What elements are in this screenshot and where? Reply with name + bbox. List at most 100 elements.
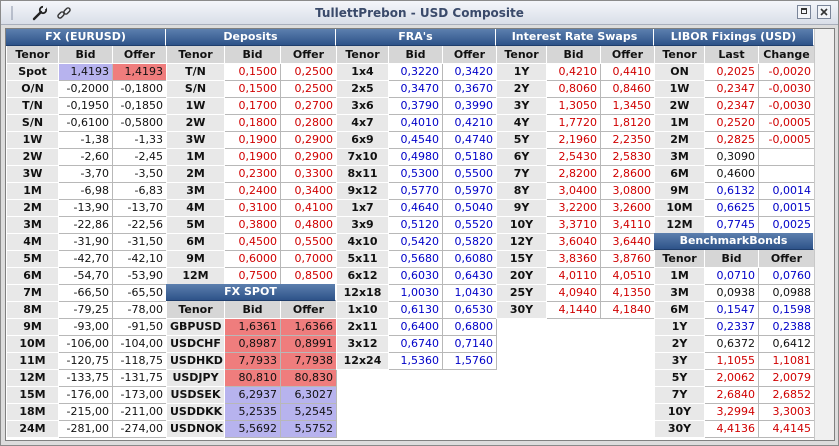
bid-cell[interactable]: 0,6130: [388, 300, 443, 319]
table-row[interactable]: 12M -133,75 -131,75: [6, 368, 167, 387]
tenor-cell[interactable]: 10Y: [496, 215, 547, 234]
offer-cell[interactable]: 3,4110: [600, 215, 655, 234]
table-row[interactable]: 1Y 0,2337 0,2388: [654, 317, 815, 336]
bid-cell[interactable]: 0,2300: [224, 164, 281, 183]
bid-cell[interactable]: -281,00: [58, 419, 113, 438]
table-row[interactable]: T/N -0,1950 -0,1850: [6, 96, 167, 115]
table-row[interactable]: 1W -1,38 -1,33: [6, 130, 167, 149]
offer-cell[interactable]: 4,1350: [600, 283, 655, 302]
offer-cell[interactable]: 3,3003: [758, 402, 815, 421]
bid-cell[interactable]: 0,6372: [704, 334, 759, 353]
bid-cell[interactable]: 0,0710: [704, 266, 759, 285]
bid-cell[interactable]: 4,0940: [546, 283, 601, 302]
table-row[interactable]: 1x7 0,4640 0,5040: [336, 198, 497, 217]
bid-cell[interactable]: 0,4210: [546, 62, 601, 81]
offer-cell[interactable]: 0,5180: [442, 147, 497, 166]
bid-cell[interactable]: 0,5300: [388, 164, 443, 183]
tenor-cell[interactable]: 8Y: [496, 181, 547, 200]
table-row[interactable]: 4M -31,90 -31,50: [6, 232, 167, 251]
table-row[interactable]: 5M -42,70 -42,10: [6, 249, 167, 268]
bid-cell[interactable]: 0,8060: [546, 79, 601, 98]
table-row[interactable]: 4x7 0,4010 0,4210: [336, 113, 497, 132]
link-icon[interactable]: [55, 4, 73, 22]
offer-cell[interactable]: -274,00: [112, 419, 167, 438]
tenor-cell[interactable]: 6Y: [496, 147, 547, 166]
offer-cell[interactable]: -0,1850: [112, 96, 167, 115]
table-row[interactable]: S/N -0,6100 -0,5800: [6, 113, 167, 132]
tenor-cell[interactable]: 2x11: [336, 317, 389, 336]
bid-cell[interactable]: 1,4193: [58, 62, 113, 81]
offer-cell[interactable]: 1,4193: [112, 62, 167, 81]
tenor-cell[interactable]: 3M: [654, 147, 705, 166]
restore-button[interactable]: [797, 5, 811, 19]
bid-cell[interactable]: -1,38: [58, 130, 113, 149]
bid-cell[interactable]: 0,1900: [224, 130, 281, 149]
tenor-cell[interactable]: O/N: [6, 79, 59, 98]
tenor-cell[interactable]: USDHKD: [166, 351, 225, 370]
bid-cell[interactable]: 0,6400: [388, 317, 443, 336]
bid-cell[interactable]: 0,3100: [224, 198, 281, 217]
table-row[interactable]: 5Y 2,0062 2,0079: [654, 368, 815, 387]
tenor-cell[interactable]: 1W: [654, 79, 705, 98]
table-row[interactable]: 2Y 0,8060 0,8460: [496, 79, 655, 98]
tenor-cell[interactable]: 3M: [166, 181, 225, 200]
table-row[interactable]: 10M 0,6625 0,0015: [654, 198, 815, 217]
tenor-cell[interactable]: 4x7: [336, 113, 389, 132]
table-row[interactable]: 6M -54,70 -53,90: [6, 266, 167, 285]
bid-cell[interactable]: 0,4640: [388, 198, 443, 217]
tenor-cell[interactable]: Spot: [6, 62, 59, 81]
bid-cell[interactable]: 0,0938: [704, 283, 759, 302]
offer-cell[interactable]: 0,0760: [758, 266, 815, 285]
tenor-cell[interactable]: 12x24: [336, 351, 389, 370]
tenor-cell[interactable]: 2M: [6, 198, 59, 217]
bid-cell[interactable]: 0,3790: [388, 96, 443, 115]
tenor-cell[interactable]: 5Y: [496, 130, 547, 149]
change-cell[interactable]: -0,0030: [758, 96, 815, 115]
tenor-cell[interactable]: 1W: [6, 130, 59, 149]
offer-cell[interactable]: 4,0510: [600, 266, 655, 285]
tenor-cell[interactable]: 30Y: [654, 419, 705, 438]
bid-cell[interactable]: -22,86: [58, 215, 113, 234]
table-row[interactable]: 6x9 0,4540 0,4740: [336, 130, 497, 149]
offer-cell[interactable]: 1,8120: [600, 113, 655, 132]
table-row[interactable]: 10M -106,00 -104,00: [6, 334, 167, 353]
tenor-cell[interactable]: T/N: [6, 96, 59, 115]
tenor-cell[interactable]: S/N: [166, 79, 225, 98]
table-row[interactable]: 5M 0,3800 0,4800: [166, 215, 337, 234]
offer-cell[interactable]: 2,8600: [600, 164, 655, 183]
tenor-cell[interactable]: USDNOK: [166, 419, 225, 438]
tenor-cell[interactable]: 10Y: [654, 402, 705, 421]
tenor-cell[interactable]: 8M: [6, 300, 59, 319]
last-cell[interactable]: 0,2825: [704, 130, 759, 149]
table-row[interactable]: S/N 0,1500 0,2500: [166, 79, 337, 98]
table-row[interactable]: 11M -120,75 -118,75: [6, 351, 167, 370]
bid-cell[interactable]: -2,60: [58, 147, 113, 166]
table-row[interactable]: 9x12 0,5770 0,5970: [336, 181, 497, 200]
col-offer[interactable]: Offer: [442, 46, 497, 64]
tenor-cell[interactable]: USDSEK: [166, 385, 225, 404]
offer-cell[interactable]: -104,00: [112, 334, 167, 353]
bid-cell[interactable]: -0,2000: [58, 79, 113, 98]
table-row[interactable]: 3M 0,2400 0,3400: [166, 181, 337, 200]
tenor-cell[interactable]: 6x9: [336, 130, 389, 149]
bid-cell[interactable]: 4,4136: [704, 419, 759, 438]
col-tenor[interactable]: Tenor: [166, 46, 225, 64]
bid-cell[interactable]: 0,6000: [224, 249, 281, 268]
col-bid[interactable]: Bid: [58, 46, 113, 64]
col-offer[interactable]: Offer: [112, 46, 167, 64]
table-row[interactable]: 1M 0,0710 0,0760: [654, 266, 815, 285]
offer-cell[interactable]: 2,5830: [600, 147, 655, 166]
last-cell[interactable]: 0,2520: [704, 113, 759, 132]
offer-cell[interactable]: 0,6800: [442, 317, 497, 336]
bid-cell[interactable]: 0,2400: [224, 181, 281, 200]
col-tenor[interactable]: Tenor: [166, 301, 225, 319]
tenor-cell[interactable]: 7M: [6, 283, 59, 302]
tenor-cell[interactable]: 5Y: [654, 368, 705, 387]
offer-cell[interactable]: 0,2900: [280, 147, 337, 166]
table-row[interactable]: 20Y 4,0110 4,0510: [496, 266, 655, 285]
tenor-cell[interactable]: 11M: [6, 351, 59, 370]
col-tenor[interactable]: Tenor: [654, 250, 705, 268]
tenor-cell[interactable]: 2Y: [496, 79, 547, 98]
table-row[interactable]: 3M 0,3090: [654, 147, 815, 166]
bid-cell[interactable]: -93,00: [58, 317, 113, 336]
